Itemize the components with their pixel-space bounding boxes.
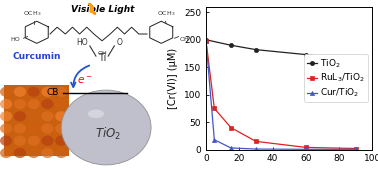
Cur/TiO$_2$ (353, 148, 358, 150)
Ellipse shape (88, 110, 104, 118)
Cur/TiO$_2$ (229, 147, 233, 149)
Cur/TiO$_2$ (254, 148, 258, 150)
Text: $e^-$: $e^-$ (77, 75, 93, 86)
Y-axis label: [Cr(VI)] (μM): [Cr(VI)] (μM) (168, 48, 178, 109)
Circle shape (14, 123, 26, 134)
Text: HO: HO (11, 37, 20, 42)
Circle shape (61, 90, 151, 165)
Circle shape (41, 148, 54, 158)
Text: Curcumin: Curcumin (12, 52, 61, 61)
Circle shape (55, 148, 67, 158)
Text: OCH$_3$: OCH$_3$ (157, 9, 175, 18)
Line: RuL$_3$/TiO$_2$: RuL$_3$/TiO$_2$ (204, 39, 358, 151)
Text: OH: OH (180, 37, 189, 42)
Circle shape (55, 99, 67, 109)
Text: O: O (116, 38, 122, 47)
Circle shape (0, 111, 12, 121)
Text: $TiO_2$: $TiO_2$ (95, 126, 121, 142)
RuL$_3$/TiO$_2$ (304, 146, 308, 148)
Circle shape (55, 111, 67, 121)
Circle shape (28, 148, 40, 158)
Circle shape (41, 87, 54, 97)
Polygon shape (88, 4, 94, 12)
Circle shape (41, 136, 54, 146)
Circle shape (55, 87, 67, 97)
Circle shape (0, 123, 12, 134)
Circle shape (41, 111, 54, 121)
Circle shape (14, 99, 26, 109)
Text: Visible Light: Visible Light (71, 5, 135, 14)
Line: Cur/TiO$_2$: Cur/TiO$_2$ (204, 39, 358, 151)
Circle shape (41, 123, 54, 134)
Circle shape (14, 87, 26, 97)
Circle shape (28, 136, 40, 146)
TiO$_2$ (204, 39, 208, 41)
Circle shape (28, 111, 40, 121)
TiO$_2$ (254, 49, 258, 51)
Circle shape (0, 148, 12, 158)
Circle shape (28, 87, 40, 97)
Cur/TiO$_2$ (304, 148, 308, 150)
Circle shape (14, 111, 26, 121)
RuL$_3$/TiO$_2$ (254, 140, 258, 142)
RuL$_3$/TiO$_2$ (212, 107, 217, 109)
FancyArrowPatch shape (71, 65, 89, 87)
RuL$_3$/TiO$_2$ (353, 148, 358, 150)
Circle shape (0, 99, 12, 109)
Legend: TiO$_2$, RuL$_3$/TiO$_2$, Cur/TiO$_2$: TiO$_2$, RuL$_3$/TiO$_2$, Cur/TiO$_2$ (304, 54, 368, 102)
Text: HO: HO (76, 38, 88, 47)
Text: OH: OH (97, 51, 107, 56)
TiO$_2$ (353, 59, 358, 61)
Text: CB: CB (47, 88, 59, 97)
Cur/TiO$_2$ (212, 139, 217, 141)
X-axis label: Visible Irradiation Time (min): Visible Irradiation Time (min) (218, 169, 360, 170)
Circle shape (0, 136, 12, 146)
Circle shape (41, 99, 54, 109)
Circle shape (55, 136, 67, 146)
Circle shape (28, 123, 40, 134)
Text: OCH$_3$: OCH$_3$ (23, 9, 42, 18)
TiO$_2$ (229, 44, 233, 46)
RuL$_3$/TiO$_2$ (204, 40, 208, 42)
FancyBboxPatch shape (4, 85, 70, 156)
Circle shape (28, 99, 40, 109)
RuL$_3$/TiO$_2$ (229, 127, 233, 129)
Text: Ti: Ti (98, 53, 106, 63)
Circle shape (55, 123, 67, 134)
Line: TiO$_2$: TiO$_2$ (204, 38, 358, 62)
Circle shape (14, 148, 26, 158)
TiO$_2$ (304, 54, 308, 56)
Circle shape (14, 136, 26, 146)
Cur/TiO$_2$ (204, 40, 208, 42)
Circle shape (0, 87, 12, 97)
